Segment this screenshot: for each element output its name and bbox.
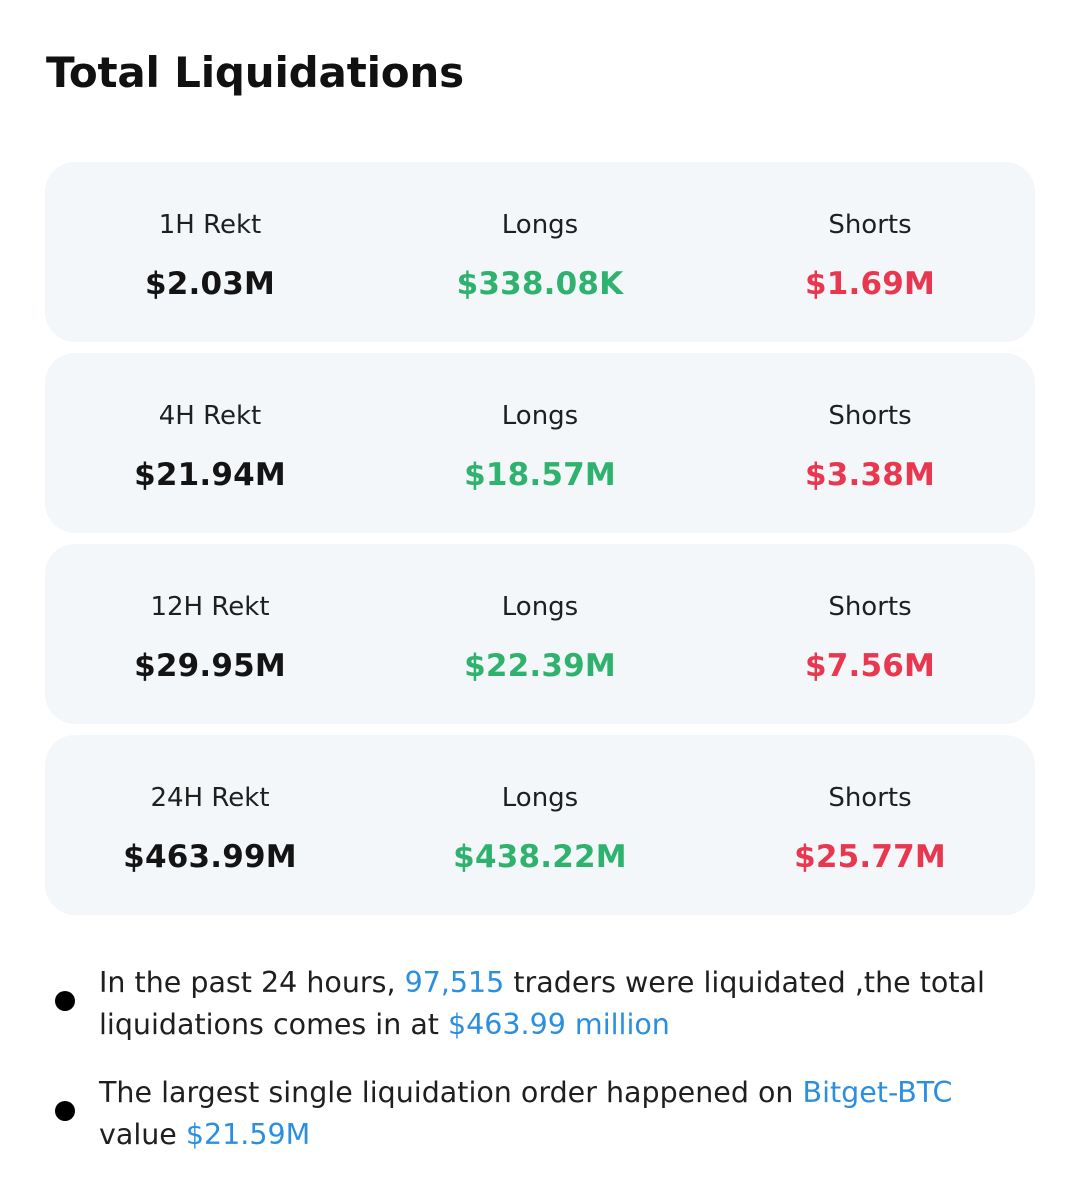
total-value: $29.95M — [134, 648, 286, 684]
note-largest-order: The largest single liquidation order hap… — [52, 1072, 1012, 1156]
order-value-link[interactable]: $21.59M — [185, 1118, 311, 1151]
shorts-value: $25.77M — [794, 839, 946, 875]
shorts-column: Shorts $3.38M — [705, 353, 1035, 533]
longs-column: Longs $22.39M — [375, 544, 705, 724]
page-title: Total Liquidations — [46, 48, 464, 97]
note-text: value — [99, 1118, 186, 1151]
shorts-value: $1.69M — [804, 266, 936, 302]
bullet-dot-icon — [55, 1101, 75, 1121]
total-column: 4H Rekt $21.94M — [45, 353, 375, 533]
longs-label: Longs — [501, 592, 579, 622]
longs-value: $22.39M — [464, 648, 616, 684]
note-text: traders were liquidated ,the total liqui… — [99, 966, 985, 1041]
shorts-label: Shorts — [828, 592, 912, 622]
liquidation-card-1h: 1H Rekt $2.03M Longs $338.08K Shorts $1.… — [45, 162, 1035, 342]
longs-column: Longs $438.22M — [375, 735, 705, 915]
total-value: $21.94M — [134, 457, 286, 493]
shorts-value: $3.38M — [804, 457, 936, 493]
liquidation-card-12h: 12H Rekt $29.95M Longs $22.39M Shorts $7… — [45, 544, 1035, 724]
period-label: 12H Rekt — [150, 592, 270, 622]
longs-value: $18.57M — [464, 457, 616, 493]
longs-value: $338.08K — [456, 266, 624, 302]
liquidation-card-24h: 24H Rekt $463.99M Longs $438.22M Shorts … — [45, 735, 1035, 915]
period-label: 24H Rekt — [150, 783, 270, 813]
longs-label: Longs — [501, 783, 579, 813]
bullet-dot-icon — [55, 991, 75, 1011]
shorts-label: Shorts — [828, 401, 912, 431]
traders-count-link[interactable]: 97,515 — [404, 966, 505, 999]
total-column: 24H Rekt $463.99M — [45, 735, 375, 915]
longs-label: Longs — [501, 401, 579, 431]
total-value: $463.99M — [123, 839, 297, 875]
shorts-value: $7.56M — [804, 648, 936, 684]
total-column: 1H Rekt $2.03M — [45, 162, 375, 342]
liquidation-notes: In the past 24 hours, 97,515 traders wer… — [52, 962, 1012, 1182]
shorts-column: Shorts $25.77M — [705, 735, 1035, 915]
note-text: The largest single liquidation order hap… — [99, 1076, 803, 1109]
note-24h-summary: In the past 24 hours, 97,515 traders wer… — [52, 962, 1012, 1046]
period-label: 4H Rekt — [158, 401, 262, 431]
longs-column: Longs $18.57M — [375, 353, 705, 533]
shorts-column: Shorts $7.56M — [705, 544, 1035, 724]
market-link[interactable]: Bitget-BTC — [802, 1076, 953, 1109]
liquidation-cards: 1H Rekt $2.03M Longs $338.08K Shorts $1.… — [45, 162, 1035, 926]
shorts-column: Shorts $1.69M — [705, 162, 1035, 342]
longs-value: $438.22M — [453, 839, 627, 875]
total-column: 12H Rekt $29.95M — [45, 544, 375, 724]
note-text: In the past 24 hours, — [99, 966, 405, 999]
liquidation-card-4h: 4H Rekt $21.94M Longs $18.57M Shorts $3.… — [45, 353, 1035, 533]
longs-column: Longs $338.08K — [375, 162, 705, 342]
shorts-label: Shorts — [828, 210, 912, 240]
total-value: $2.03M — [144, 266, 276, 302]
longs-label: Longs — [501, 210, 579, 240]
shorts-label: Shorts — [828, 783, 912, 813]
total-amount-link[interactable]: $463.99 million — [448, 1008, 670, 1041]
period-label: 1H Rekt — [158, 210, 262, 240]
